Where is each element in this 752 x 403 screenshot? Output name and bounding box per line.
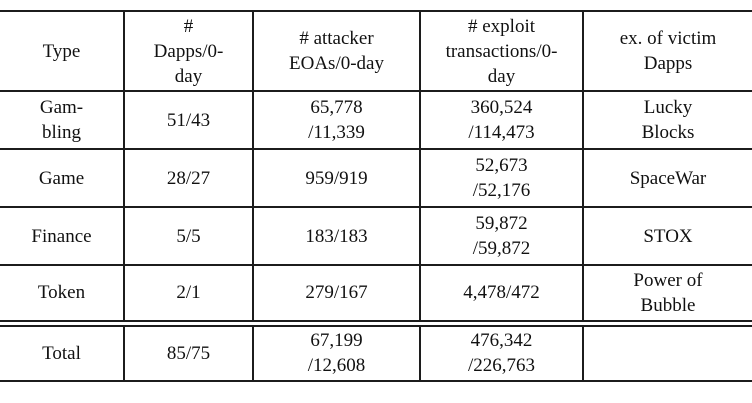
cell-gambling-exploit-transactions: 360,524 /114,473 <box>419 90 584 150</box>
table-row-gambling: Gam- bling 51/43 65,778 /11,339 360,524 … <box>0 90 752 150</box>
cell-game-type: Game <box>0 148 125 208</box>
cell-finance-victim-dapp: STOX <box>582 206 752 266</box>
header-cell-type: Type <box>0 10 125 92</box>
header-cell-exploit-transactions: # exploit transactions/0- day <box>419 10 584 92</box>
table-row-token: Token 2/1 279/167 4,478/472 Power of Bub… <box>0 264 752 324</box>
cell-token-dapps: 2/1 <box>123 264 254 324</box>
cell-finance-exploit-transactions: 59,872 /59,872 <box>419 206 584 266</box>
cell-gambling-victim-dapp: Lucky Blocks <box>582 90 752 150</box>
cell-total-exploit-transactions: 476,342 /226,763 <box>419 319 584 382</box>
cell-finance-attacker-eoas: 183/183 <box>252 206 421 266</box>
cell-finance-type: Finance <box>0 206 125 266</box>
header-cell-victim-dapps: ex. of victim Dapps <box>582 10 752 92</box>
header-cell-attacker-eoas: # attacker EOAs/0-day <box>252 10 421 92</box>
cell-token-victim-dapp: Power of Bubble <box>582 264 752 324</box>
cell-token-type: Token <box>0 264 125 324</box>
cell-finance-dapps: 5/5 <box>123 206 254 266</box>
cell-total-dapps: 85/75 <box>123 319 254 382</box>
cell-game-victim-dapp: SpaceWar <box>582 148 752 208</box>
cell-gambling-attacker-eoas: 65,778 /11,339 <box>252 90 421 150</box>
cell-token-exploit-transactions: 4,478/472 <box>419 264 584 324</box>
cell-total-label: Total <box>0 319 125 382</box>
cell-total-victim-dapp <box>582 319 752 382</box>
header-cell-dapps: # Dapps/0- day <box>123 10 254 92</box>
cell-game-dapps: 28/27 <box>123 148 254 208</box>
cell-total-attacker-eoas: 67,199 /12,608 <box>252 319 421 382</box>
table-row-finance: Finance 5/5 183/183 59,872 /59,872 STOX <box>0 206 752 266</box>
table-row-total: Total 85/75 67,199 /12,608 476,342 /226,… <box>0 319 752 382</box>
table-row-game: Game 28/27 959/919 52,673 /52,176 SpaceW… <box>0 148 752 208</box>
dapp-exploit-stats-table: Type # Dapps/0- day # attacker EOAs/0-da… <box>0 10 752 382</box>
cell-game-attacker-eoas: 959/919 <box>252 148 421 208</box>
cell-gambling-type: Gam- bling <box>0 90 125 150</box>
cell-game-exploit-transactions: 52,673 /52,176 <box>419 148 584 208</box>
cell-gambling-dapps: 51/43 <box>123 90 254 150</box>
table-header-row: Type # Dapps/0- day # attacker EOAs/0-da… <box>0 10 752 92</box>
cell-token-attacker-eoas: 279/167 <box>252 264 421 324</box>
